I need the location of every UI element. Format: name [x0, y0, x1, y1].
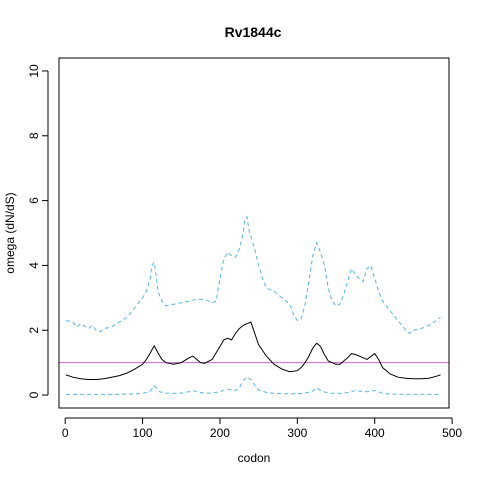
y-tick-label: 10 [27, 64, 41, 78]
y-tick-label: 6 [27, 197, 41, 204]
x-tick-label: 300 [287, 426, 307, 440]
series-line-2 [65, 215, 441, 335]
y-tick-label: 4 [27, 262, 41, 269]
y-tick-label: 0 [27, 391, 41, 398]
chart-title: Rv1844c [225, 24, 282, 40]
axes-layer: 0 100 200 300 400 500 0 2 4 6 8 10 [27, 64, 462, 440]
y-tick-label: 8 [27, 132, 41, 139]
x-axis-title: codon [238, 451, 271, 465]
x-tick-label: 100 [133, 426, 153, 440]
x-tick-label: 0 [62, 426, 69, 440]
y-tick-label: 2 [27, 327, 41, 334]
series-layer [65, 215, 441, 395]
series-line-3 [66, 376, 441, 395]
x-tick-label: 200 [210, 426, 230, 440]
x-tick-label: 400 [365, 426, 385, 440]
y-axis-title: omega (dN/dS) [3, 192, 17, 273]
series-line-1 [65, 321, 441, 380]
x-tick-label: 500 [442, 426, 462, 440]
plot-frame [58, 57, 450, 409]
